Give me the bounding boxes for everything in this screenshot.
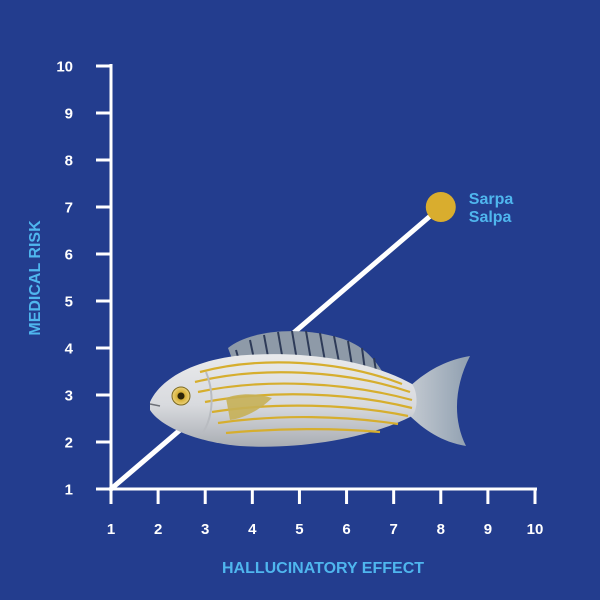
x-tick-label: 4 <box>248 521 257 538</box>
x-tick-label: 7 <box>389 521 397 538</box>
y-tick-label: 3 <box>65 388 73 405</box>
x-tick-label: 3 <box>201 521 209 538</box>
y-tick-label: 2 <box>65 435 73 452</box>
x-tick-label: 5 <box>295 521 303 538</box>
x-tick-label: 9 <box>484 521 492 538</box>
y-tick-label: 10 <box>56 59 73 76</box>
data-point-marker <box>425 192 456 222</box>
x-tick-label: 10 <box>527 521 544 538</box>
y-axis-title: MEDICAL RISK <box>27 220 44 336</box>
y-ticks: 1 2 3 4 5 6 7 8 9 10 <box>56 59 111 499</box>
y-tick-label: 9 <box>65 106 73 123</box>
data-point-label-line: Salpa <box>469 209 512 226</box>
y-tick-label: 5 <box>65 294 73 311</box>
fish-icon <box>149 330 470 447</box>
x-ticks: 1 2 3 4 5 6 7 8 9 10 <box>107 489 544 538</box>
data-point-label: Sarpa Salpa <box>469 191 514 226</box>
data-point-label-line: Sarpa <box>469 191 514 208</box>
x-tick-label: 6 <box>342 521 350 538</box>
y-tick-label: 7 <box>65 200 73 217</box>
axes: 1 2 3 4 5 6 7 8 9 10 1 2 3 4 5 6 7 8 9 10 <box>56 59 543 539</box>
y-tick-label: 1 <box>65 482 73 499</box>
x-axis-title: HALLUCINATORY EFFECT <box>222 560 424 577</box>
y-tick-label: 8 <box>65 153 73 170</box>
y-tick-label: 4 <box>65 341 74 358</box>
x-tick-label: 1 <box>107 521 115 538</box>
x-tick-label: 8 <box>437 521 445 538</box>
x-tick-label: 2 <box>154 521 162 538</box>
y-tick-label: 6 <box>65 247 73 264</box>
